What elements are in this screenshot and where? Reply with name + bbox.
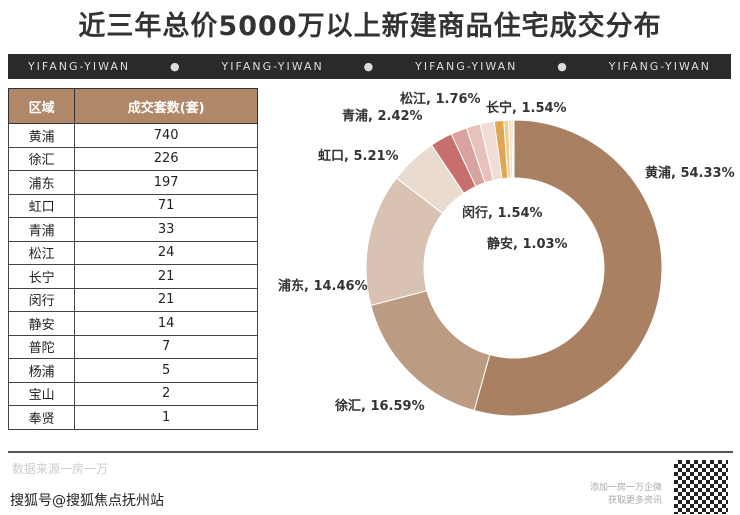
- data-source: 数据来源一房一万: [12, 462, 109, 476]
- header-count: 成交套数(套): [74, 88, 258, 124]
- table-row: 静安 14: [7, 311, 258, 336]
- brand-band: YIFANG-YIWAN ● YIFANG-YIWAN ● YIFANG-YIWAN ● Y…: [8, 54, 731, 79]
- district-cell: 普陀: [7, 334, 76, 359]
- district-cell: 静安: [7, 311, 76, 336]
- table-row: 闵行 21: [7, 287, 258, 312]
- sohu-credit: 搜狐号@搜狐焦点抚州站: [10, 493, 164, 509]
- data-table: 区域 成交套数(套) 黄浦 740 徐汇 226 浦东 197 虹口 71 青浦 33 松江 24 长宁 2…: [7, 88, 258, 430]
- count-cell: 1: [74, 405, 258, 430]
- table-row: 松江 24: [7, 240, 258, 265]
- count-cell: 2: [74, 381, 258, 406]
- qr-line1: 添加一房一万企微: [590, 483, 663, 493]
- count-cell: 197: [74, 170, 258, 195]
- slice-label: 浦东, 14.46%: [278, 278, 368, 294]
- count-cell: 24: [74, 240, 258, 265]
- page-title: 近三年总价5000万以上新建商品住宅成交分布: [78, 11, 662, 42]
- count-cell: 5: [74, 358, 258, 383]
- qr-code: [674, 460, 728, 514]
- divider: [8, 451, 733, 453]
- band-dot: ●: [557, 60, 569, 73]
- district-cell: 浦东: [7, 170, 76, 195]
- district-cell: 宝山: [7, 381, 76, 406]
- district-cell: 松江: [7, 240, 76, 265]
- count-cell: 740: [74, 123, 258, 148]
- band-text: YIFANG-YIWAN: [608, 60, 711, 73]
- district-cell: 奉贤: [7, 405, 76, 430]
- count-cell: 14: [74, 311, 258, 336]
- table-row: 宝山 2: [7, 381, 258, 406]
- band-text: YIFANG-YIWAN: [415, 60, 518, 73]
- table-row: 杨浦 5: [7, 358, 258, 383]
- slice-label: 长宁, 1.54%: [486, 100, 567, 116]
- count-cell: 21: [74, 287, 258, 312]
- band-text: YIFANG-YIWAN: [221, 60, 324, 73]
- band-text: YIFANG-YIWAN: [27, 60, 131, 73]
- band-dot: ●: [170, 60, 182, 73]
- slice-label: 松江, 1.76%: [400, 91, 481, 107]
- district-cell: 杨浦: [7, 358, 76, 383]
- band-dot: ●: [363, 60, 376, 73]
- table-row: 浦东 197: [7, 170, 258, 195]
- slice-label: 静安, 1.03%: [487, 236, 568, 252]
- table-row: 黄浦 740: [7, 123, 258, 148]
- district-cell: 徐汇: [7, 146, 76, 171]
- district-cell: 闵行: [7, 287, 76, 312]
- district-cell: 虹口: [7, 193, 76, 218]
- district-cell: 青浦: [7, 217, 76, 242]
- qr-caption: 添加一房一万企微获取更多资讯: [590, 482, 662, 508]
- slice-奉贤: [512, 119, 515, 179]
- qr-line2: 获取更多资讯: [608, 496, 663, 506]
- table-row: 长宁 21: [7, 264, 258, 289]
- district-cell: 长宁: [7, 264, 76, 289]
- slice-label: 青浦, 2.42%: [342, 108, 423, 124]
- slice-label: 黄浦, 54.33%: [645, 165, 735, 181]
- slice-label: 徐汇, 16.59%: [334, 398, 425, 414]
- count-cell: 21: [74, 264, 258, 289]
- slice-label: 虹口, 5.21%: [318, 148, 399, 164]
- table-row: 青浦 33: [7, 217, 258, 242]
- slice-徐汇: [370, 290, 491, 412]
- table-row: 奉贤 1: [7, 405, 258, 430]
- count-cell: 7: [74, 334, 258, 359]
- table-row: 普陀 7: [7, 334, 258, 359]
- slice-label: 闵行, 1.54%: [462, 205, 543, 221]
- header-district: 区域: [7, 88, 76, 124]
- slice-黄浦: [473, 119, 663, 417]
